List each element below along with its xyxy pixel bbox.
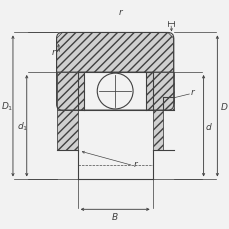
Polygon shape bbox=[162, 98, 173, 111]
Text: $B$: $B$ bbox=[111, 210, 118, 221]
Text: $r$: $r$ bbox=[117, 7, 123, 17]
Text: $r$: $r$ bbox=[189, 87, 196, 97]
Text: $d$: $d$ bbox=[204, 121, 212, 132]
Polygon shape bbox=[152, 111, 162, 150]
Text: $r$: $r$ bbox=[132, 159, 138, 169]
Polygon shape bbox=[56, 111, 77, 150]
Polygon shape bbox=[77, 73, 84, 111]
Text: $r$: $r$ bbox=[51, 47, 57, 57]
Text: $d_1$: $d_1$ bbox=[17, 120, 28, 132]
Polygon shape bbox=[56, 33, 173, 73]
Text: $D$: $D$ bbox=[219, 101, 227, 112]
Circle shape bbox=[97, 74, 133, 109]
Polygon shape bbox=[56, 73, 77, 111]
Polygon shape bbox=[152, 73, 173, 111]
Polygon shape bbox=[146, 73, 152, 111]
Text: $D_1$: $D_1$ bbox=[1, 100, 13, 113]
